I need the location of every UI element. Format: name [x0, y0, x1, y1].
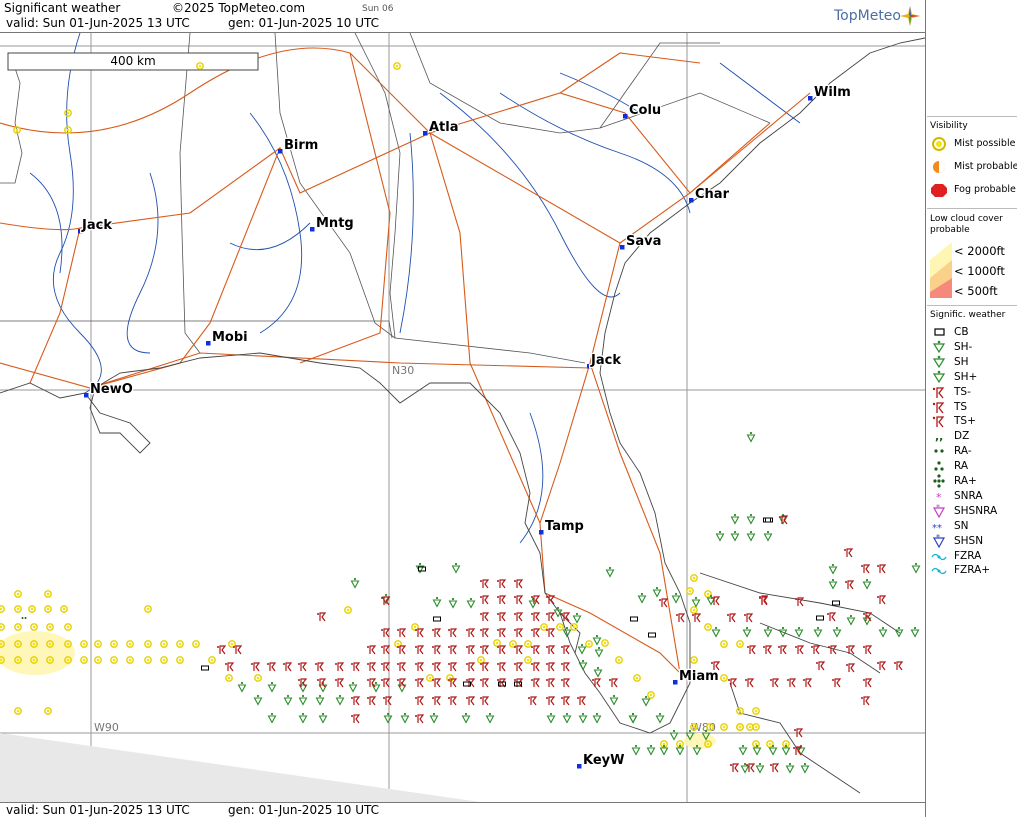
cb-icon	[934, 328, 945, 336]
city-marker	[587, 364, 592, 369]
mist-probable-icon	[933, 161, 945, 173]
low-cloud-title-1: Low cloud cover	[930, 214, 1003, 224]
city-marker	[78, 229, 83, 234]
low-cloud-500: < 500ft	[954, 284, 998, 298]
city-marker	[539, 530, 544, 535]
thunderstorm-light-icon	[932, 386, 945, 398]
low-cloud-2000: < 2000ft	[954, 244, 1005, 258]
footer-generated-time: gen: 01-Jun-2025 10 UTC	[228, 803, 380, 817]
no-data-area	[0, 733, 480, 802]
city-marker	[689, 198, 694, 203]
city-marker	[310, 227, 315, 232]
city-marker	[84, 393, 89, 398]
city-marker	[620, 245, 625, 250]
grid-label-n30: N30	[392, 364, 414, 377]
city-label[interactable]: Jack	[589, 352, 623, 370]
mist-possible-icon	[932, 137, 946, 151]
scale-label: 400 km	[110, 54, 155, 68]
topmeteo-logo: TopMeteo	[834, 8, 901, 24]
city-label[interactable]: Jack	[80, 217, 114, 235]
snow-shower-icon: *	[932, 534, 946, 548]
svg-text:,,: ,,	[935, 430, 943, 443]
low-cloud-1000: < 1000ft	[954, 264, 1005, 278]
roads	[0, 47, 811, 674]
city-label[interactable]: Mobi	[211, 329, 249, 347]
city-label[interactable]: Miam	[678, 668, 720, 686]
city-label[interactable]: Sava	[625, 233, 663, 251]
city-marker	[808, 96, 813, 101]
rain-heavy-icon	[933, 474, 945, 488]
snow-rain-icon: *	[936, 491, 942, 504]
svg-text:*: *	[936, 534, 940, 542]
state-borders	[0, 33, 771, 364]
compass-star-icon	[900, 6, 920, 26]
snow-icon: **	[932, 523, 942, 534]
svg-text:**: **	[932, 523, 942, 534]
day-label: Sun 06	[362, 4, 394, 14]
city-marker	[278, 149, 283, 154]
low-cloud-swatch	[930, 242, 952, 298]
weather-symbols	[0, 62, 921, 774]
lat-lon-grid	[0, 33, 925, 802]
city-label[interactable]: Tamp	[544, 518, 585, 536]
shower-icon	[932, 355, 946, 368]
map-title: Significant weather	[4, 1, 121, 15]
visibility-title: Visibility	[930, 121, 968, 131]
freezing-rain-icon	[931, 553, 947, 560]
generated-time: gen: 01-Jun-2025 10 UTC	[228, 16, 380, 30]
svg-text:*: *	[936, 491, 942, 504]
grid-label-w90: W90	[94, 721, 119, 734]
city-marker	[623, 114, 628, 119]
city-marker	[206, 341, 211, 346]
svg-text:*: *	[936, 504, 940, 512]
scale-bar: 400 km	[7, 52, 259, 71]
map-footer: valid: Sun 01-Jun-2025 13 UTC gen: 01-Ju…	[0, 802, 925, 818]
valid-time: valid: Sun 01-Jun-2025 13 UTC	[6, 16, 190, 30]
drizzle-icon: ,,	[935, 430, 943, 443]
copyright: ©2025 TopMeteo.com	[172, 1, 306, 15]
city-label[interactable]: Birm	[283, 137, 320, 155]
shower-light-icon	[932, 340, 946, 354]
freezing-rain-heavy-icon	[931, 568, 947, 575]
snow-rain-shower-icon: *	[932, 504, 946, 519]
sigwx-title: Signific. weather	[930, 310, 1006, 320]
city-label[interactable]: NewO	[89, 381, 134, 399]
city-label[interactable]: Atla	[428, 119, 460, 137]
legend-panel: Visibility Mist possible Mist probable F…	[925, 0, 1017, 817]
city-label[interactable]: Char	[694, 186, 731, 204]
city-marker	[673, 680, 678, 685]
city-marker	[423, 131, 428, 136]
thunderstorm-icon	[932, 401, 945, 413]
footer-valid-time: valid: Sun 01-Jun-2025 13 UTC	[6, 803, 190, 817]
map-header: Significant weather ©2025 TopMeteo.com S…	[0, 0, 925, 33]
rain-light-icon	[934, 449, 944, 453]
city-markers: Wilm Colu Atla Birm Char Jack Mntg Sava Mobi Jack…	[78, 84, 852, 770]
city-label[interactable]: Colu	[628, 102, 663, 120]
shower-heavy-icon	[932, 370, 946, 383]
low-cloud-areas	[0, 631, 716, 749]
low-cloud-title-2: probable	[930, 225, 970, 235]
weather-map[interactable]: N30 W90 W80	[0, 33, 925, 802]
thunderstorm-heavy-icon	[932, 416, 945, 428]
city-label[interactable]: Wilm	[813, 84, 852, 102]
city-label[interactable]: Mntg	[315, 215, 355, 233]
rain-icon	[934, 461, 944, 471]
rivers	[29, 33, 801, 544]
city-label[interactable]: KeyW	[582, 752, 626, 770]
city-marker	[577, 764, 582, 769]
fog-probable-icon	[931, 184, 947, 197]
